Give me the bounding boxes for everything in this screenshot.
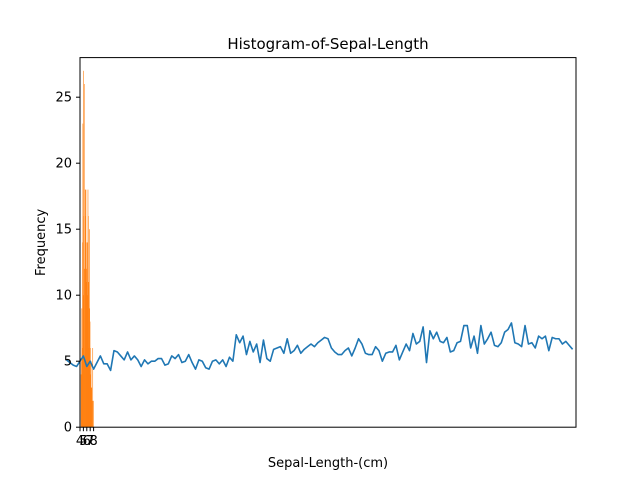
histogram-bar (85, 242, 87, 428)
histogram-bar (88, 282, 89, 428)
histogram-bar (84, 268, 86, 428)
histogram-bar (83, 216, 85, 428)
x-axis-label: Sepal-Length-(cm) (268, 456, 388, 471)
histogram-bar (82, 242, 83, 428)
histogram-bar (82, 295, 84, 428)
histogram-bar (83, 84, 85, 428)
histogram-bar (81, 308, 83, 428)
y-tick-label: 10 (55, 289, 72, 304)
y-tick-label: 0 (64, 421, 72, 436)
x-tick-label: 8 (89, 434, 97, 449)
histogram-bar (80, 374, 82, 428)
histogram-bar (84, 189, 86, 428)
histogram-bar (81, 348, 83, 428)
histogram-bar (88, 216, 89, 428)
histogram-bar (89, 229, 90, 428)
histogram-bar (85, 216, 86, 428)
histogram-bar (86, 282, 87, 428)
histogram-bar (84, 361, 85, 428)
histogram-bar (82, 123, 84, 428)
histogram-bar (90, 374, 91, 428)
histogram-bar (91, 387, 93, 428)
histogram-bar (83, 70, 84, 428)
histogram-bar (87, 189, 89, 428)
histogram-bar (85, 189, 87, 428)
histogram-bar (93, 400, 94, 428)
x-tick-label: 5 (79, 434, 87, 449)
y-tick-label: 25 (55, 91, 72, 106)
histogram-bar (86, 268, 88, 428)
y-axis-label: Frequency (34, 209, 49, 276)
histogram-bar (92, 400, 93, 428)
y-tick-label: 15 (55, 223, 72, 238)
y-tick-label: 20 (55, 157, 72, 172)
axes-frame (79, 57, 577, 428)
histogram-bar (90, 361, 92, 428)
x-tick-label: 6 (83, 434, 91, 449)
chart-title: Histogram-of-Sepal-Length (227, 35, 428, 53)
x-tick-label: 7 (86, 434, 94, 449)
histogram-bar (89, 308, 90, 428)
histogram-bar (90, 348, 91, 428)
histogram-bar (88, 348, 90, 428)
x-tick-label: 4 (76, 434, 84, 449)
histogram-bar (81, 361, 82, 428)
histogram-bar (89, 321, 91, 428)
histogram-bar (91, 387, 92, 428)
y-axis: 0 5 10 15 20 25 (55, 91, 80, 436)
line-series (65, 322, 574, 372)
histogram-bar (87, 295, 88, 428)
plot-area (65, 70, 574, 428)
histogram-bar (92, 348, 94, 428)
y-tick-label: 5 (64, 355, 72, 370)
histogram-bar (86, 242, 88, 428)
